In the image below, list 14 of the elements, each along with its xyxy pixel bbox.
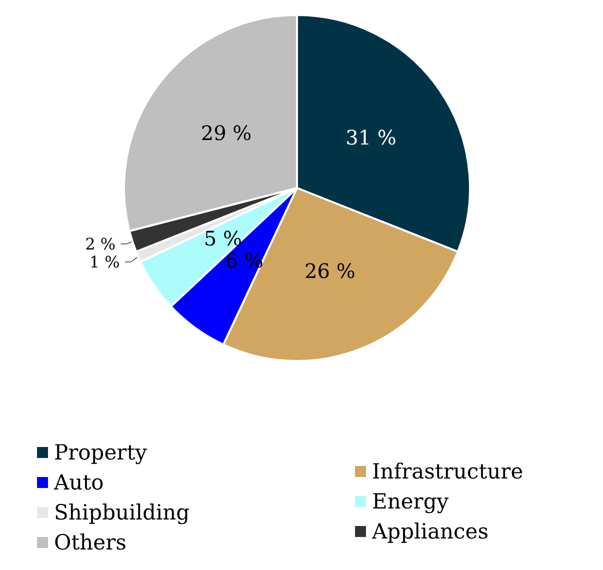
- data-label: 29 %: [200, 121, 252, 146]
- legend-label: Others: [54, 530, 126, 554]
- data-label: 2 %: [85, 234, 116, 254]
- legend-label: Property: [54, 440, 148, 464]
- legend-label: Auto: [53, 470, 104, 494]
- data-label: 31 %: [346, 126, 396, 150]
- legend-label: Energy: [372, 490, 449, 514]
- legend-label: Shipbuilding: [54, 500, 190, 524]
- data-label: 26 %: [304, 259, 356, 284]
- data-label: 6 %: [225, 248, 264, 272]
- data-label: 5 %: [204, 226, 242, 250]
- data-label: 1 %: [89, 252, 120, 272]
- legend-label: Infrastructure: [372, 460, 524, 484]
- legend-label: Appliances: [371, 520, 488, 544]
